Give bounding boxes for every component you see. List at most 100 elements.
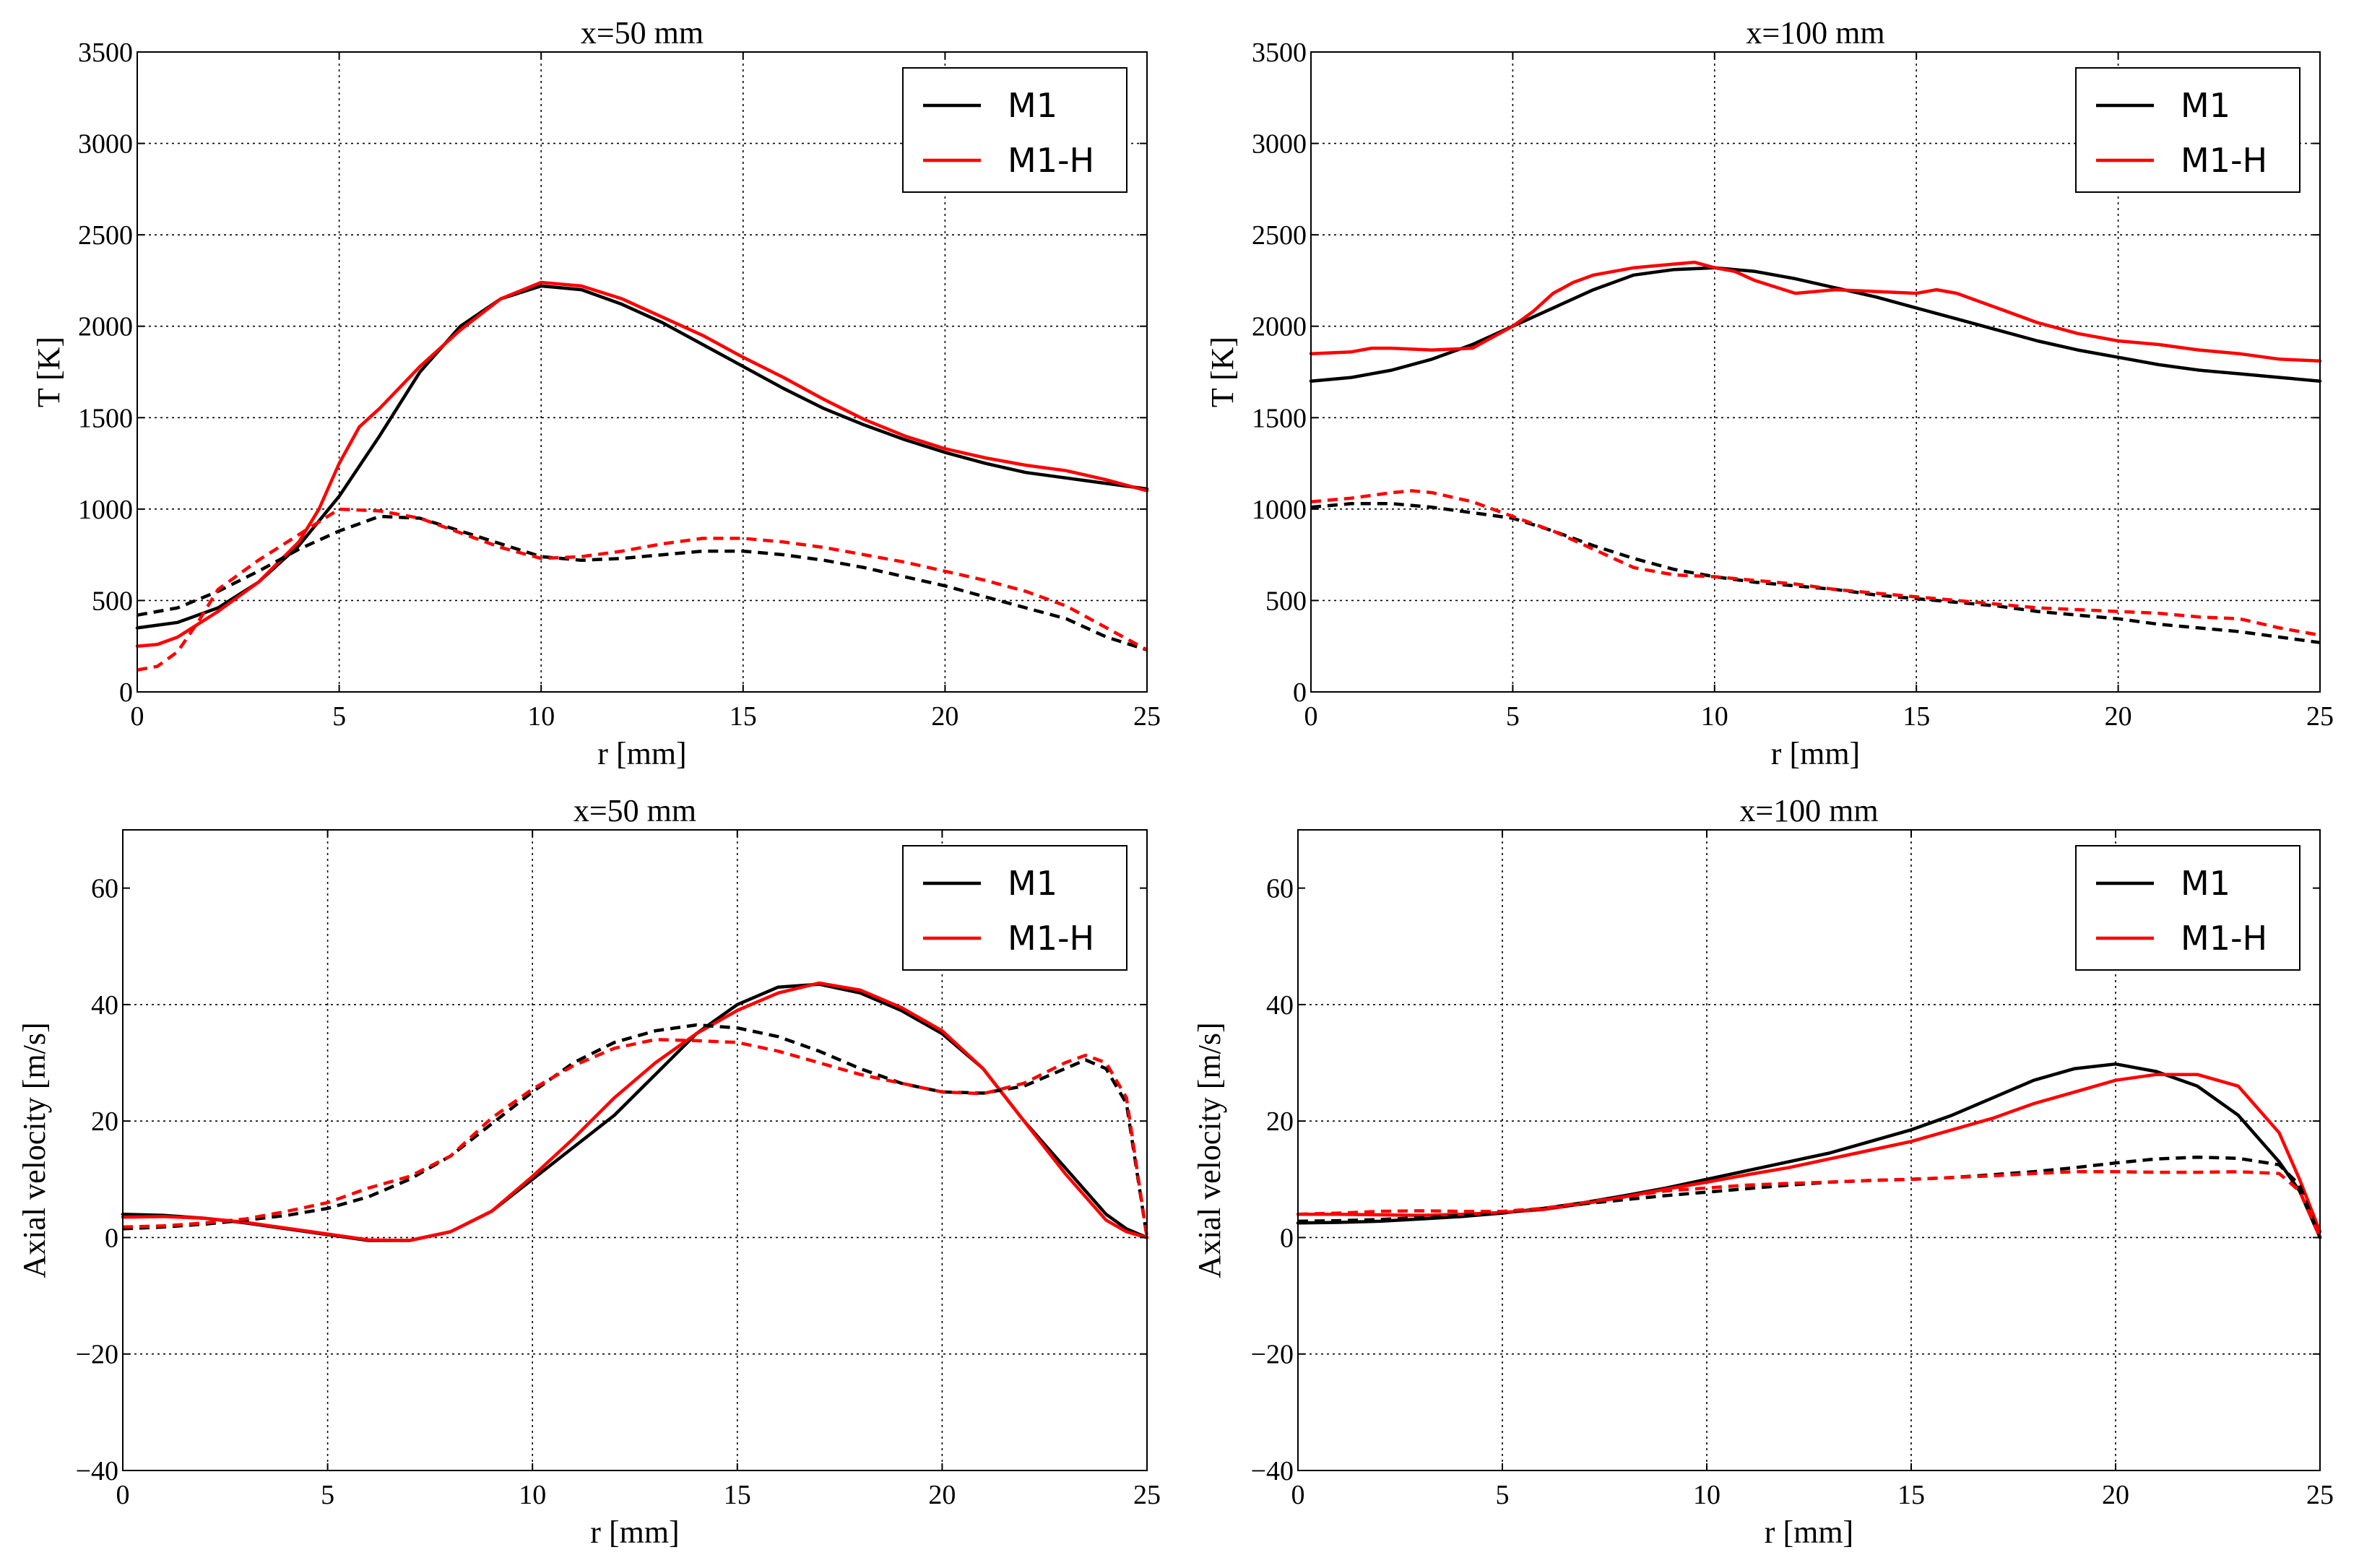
series-line-m1-h-dashed (122, 1038, 1149, 1238)
chart-title: x=100 mm (1746, 15, 1884, 51)
x-tick-label: 0 (131, 701, 144, 732)
legend-label: M1-H (1008, 141, 1094, 180)
legend-box (902, 67, 1127, 193)
legend-label: M1-H (2181, 141, 2267, 180)
x-tick-label: 15 (1897, 1480, 1925, 1510)
axes-frame (137, 51, 1148, 693)
x-tick-label: 25 (1133, 701, 1161, 732)
y-tick-label: 20 (91, 1106, 118, 1137)
y-tick-label: 3000 (78, 129, 133, 160)
series-line-m1-h (1296, 1073, 2322, 1234)
series-line-m1-h (121, 981, 1149, 1242)
x-tick-label: 10 (527, 701, 555, 732)
chart-panel-3: 0 5 10 15 20 25 −40 −20 0 20 40 60 x=50 mm r [mm] Axia… (17, 793, 1161, 1550)
x-axis-label: r [mm] (1765, 1515, 1853, 1550)
y-tick-label: 1000 (78, 495, 133, 525)
y-tick-label: 0 (105, 1223, 118, 1253)
y-tick-label: −40 (1251, 1456, 1294, 1486)
x-axis-label: r [mm] (590, 1515, 679, 1550)
legend-label: M1 (2181, 864, 2230, 903)
x-tick-label: 15 (1903, 701, 1930, 732)
legend-label: M1 (1008, 864, 1057, 903)
x-tick-label: 25 (2306, 701, 2334, 732)
series-line-m1-dashed (1297, 1155, 2322, 1239)
y-tick-label: 0 (119, 677, 133, 708)
x-tick-label: 10 (519, 1480, 546, 1510)
series-line-m1 (1309, 266, 2322, 383)
y-tick-label: 2000 (1252, 312, 1307, 342)
x-tick-label: 5 (332, 701, 346, 732)
series-line-m1 (135, 284, 1149, 630)
y-tick-label: 40 (1266, 990, 1294, 1021)
legend-label: M1-H (2181, 919, 2267, 958)
x-tick-label: 25 (1133, 1480, 1161, 1510)
legend-box (902, 845, 1127, 971)
y-tick-label: 1500 (1252, 403, 1307, 433)
y-tick-label: 1000 (1252, 495, 1307, 525)
y-tick-label: 2000 (78, 312, 133, 342)
series-line-m1-dashed (1310, 502, 2321, 644)
x-tick-label: 10 (1701, 701, 1728, 732)
series-line-m1-dashed (122, 1023, 1149, 1238)
series-line-m1-dashed (137, 514, 1148, 651)
x-tick-label: 20 (2102, 1480, 2129, 1510)
chart-title: x=100 mm (1739, 793, 1878, 828)
x-tick-label: 5 (321, 1480, 334, 1510)
x-tick-label: 20 (928, 1480, 956, 1510)
y-tick-label: 2500 (1252, 220, 1307, 251)
y-tick-label: 500 (92, 586, 133, 616)
y-tick-label: 500 (1265, 586, 1307, 616)
x-tick-label: 0 (116, 1480, 130, 1510)
series-line-m1-h (135, 280, 1149, 648)
x-tick-label: 15 (730, 701, 757, 732)
legend-box (2075, 845, 2300, 971)
chart-panel-1: 0 5 10 15 20 25 0 500 1000 1500 2000 2500 3000 3500 x=… (31, 15, 1161, 771)
x-tick-label: 10 (1693, 1480, 1720, 1510)
x-tick-label: 5 (1496, 1480, 1510, 1510)
y-axis-label: Axial velocity [m/s] (17, 1022, 52, 1278)
legend-label: M1 (1008, 86, 1057, 125)
y-axis-label: T [K] (1205, 337, 1240, 407)
y-tick-label: 0 (1293, 677, 1307, 708)
series-line-m1-h-dashed (1297, 1170, 2322, 1239)
legend-label: M1-H (1008, 919, 1094, 958)
y-tick-label: 2500 (78, 220, 133, 251)
y-tick-label: 3500 (1252, 38, 1307, 68)
chart-title: x=50 mm (581, 15, 704, 51)
series-line-m1-h-dashed (1310, 489, 2321, 637)
y-tick-label: 0 (1280, 1223, 1294, 1253)
legend: M1 M1-H (2075, 845, 2300, 971)
axes-frame (1297, 829, 2321, 1471)
y-tick-label: 40 (91, 990, 118, 1021)
series-line-m1 (1296, 1062, 2322, 1239)
y-axis-label: Axial velocity [m/s] (1192, 1022, 1227, 1278)
y-tick-label: 3000 (1252, 129, 1307, 160)
chart-title: x=50 mm (573, 793, 696, 828)
y-tick-label: −20 (76, 1340, 118, 1370)
y-tick-label: −20 (1251, 1340, 1294, 1370)
x-tick-label: 15 (724, 1480, 751, 1510)
x-tick-label: 0 (1304, 701, 1318, 732)
y-tick-label: 60 (1266, 874, 1294, 904)
legend: M1 M1-H (902, 845, 1127, 971)
chart-panel-2: 0 5 10 15 20 25 0 500 1000 1500 2000 2500 3000 3500 x=… (1205, 15, 2334, 771)
y-axis-label: T [K] (31, 337, 66, 407)
x-tick-label: 0 (1291, 1480, 1305, 1510)
axes-frame (1310, 51, 2321, 693)
axes-frame (122, 829, 1148, 1471)
x-tick-label: 25 (2306, 1480, 2334, 1510)
x-tick-label: 20 (931, 701, 958, 732)
legend-box (2075, 67, 2300, 193)
x-tick-label: 5 (1506, 701, 1520, 732)
chart-panel-4: 0 5 10 15 20 25 −40 −20 0 20 40 60 x=100 mm r [mm] Axi… (1192, 793, 2334, 1550)
series-line-m1-h-dashed (137, 507, 1148, 672)
legend-label: M1 (2181, 86, 2230, 125)
x-tick-label: 20 (2105, 701, 2132, 732)
series-line-m1 (121, 982, 1149, 1242)
x-axis-label: r [mm] (597, 736, 686, 771)
x-axis-label: r [mm] (1771, 736, 1860, 771)
y-tick-label: 60 (91, 874, 118, 904)
y-tick-label: 1500 (78, 403, 133, 433)
y-tick-label: 20 (1266, 1106, 1294, 1137)
